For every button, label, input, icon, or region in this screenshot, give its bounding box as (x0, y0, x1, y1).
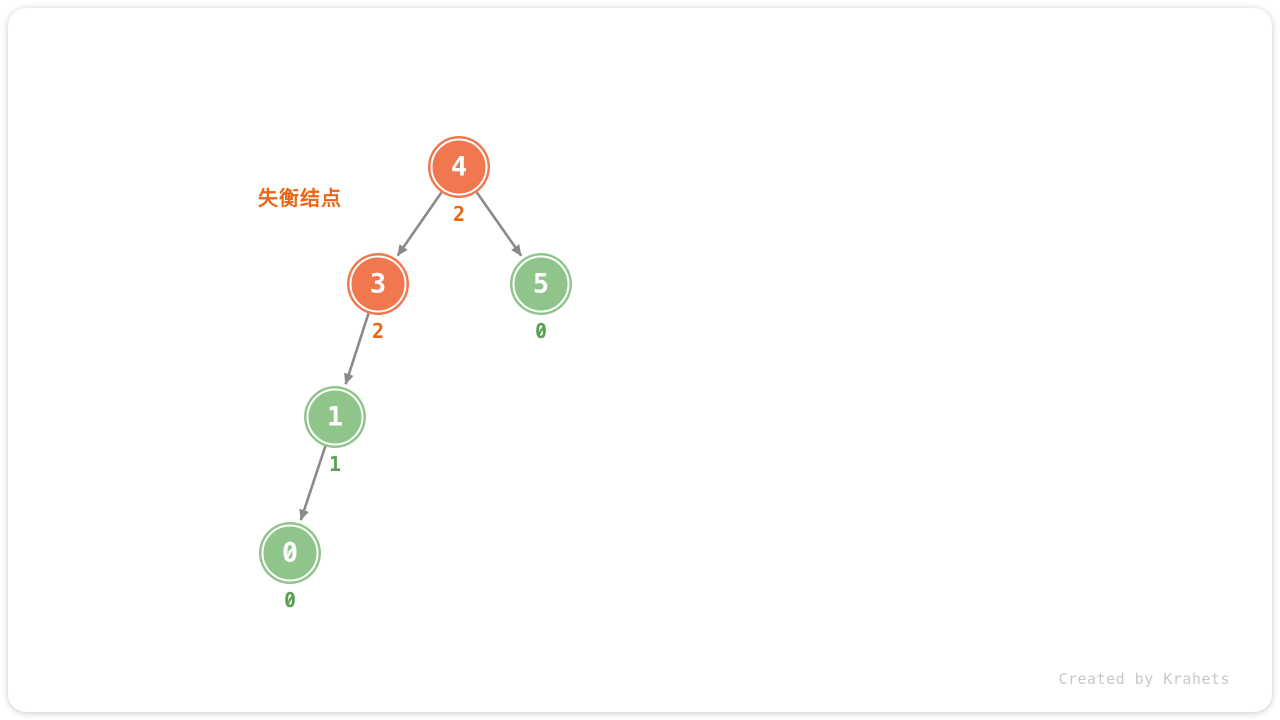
digit: 2 (371, 319, 385, 343)
tree-diagram: 4 2 3 2 5 0 1 1 0 0 失衡结点 (8, 8, 1272, 712)
tree-node-5: 5 (512, 255, 570, 313)
edge-4-to-5 (475, 191, 523, 257)
watermark-credit: Created by Krahets (1058, 670, 1230, 688)
digit: 1 (326, 401, 344, 433)
edge-4-to-3 (396, 191, 443, 257)
balance-factor-1: 1 (329, 454, 341, 474)
tree-node-1: 1 (306, 388, 364, 446)
diagram-card: 4 2 3 2 5 0 1 1 0 0 失衡结点 Created by Krahets (8, 8, 1272, 712)
digit: 0 (283, 588, 297, 612)
tree-edges (299, 191, 523, 521)
digit: 5 (532, 268, 550, 300)
unbalanced-node-annotation: 失衡结点 (258, 188, 342, 210)
edge-3-to-1 (344, 313, 370, 385)
digit: 4 (450, 151, 468, 183)
tree-node-4: 4 (430, 138, 488, 196)
edge-1-to-0 (299, 445, 327, 521)
balance-factor-4: 2 (453, 204, 465, 224)
digit: 0 (281, 537, 299, 569)
tree-node-0: 0 (261, 524, 319, 582)
balance-factor-3: 2 (372, 321, 384, 341)
digit: 1 (328, 452, 342, 476)
digit: 2 (452, 202, 466, 226)
balance-factor-0: 0 (284, 590, 296, 610)
balance-factor-5: 0 (535, 321, 547, 341)
tree-node-3: 3 (349, 255, 407, 313)
digit: 3 (369, 268, 387, 300)
digit: 0 (534, 319, 548, 343)
